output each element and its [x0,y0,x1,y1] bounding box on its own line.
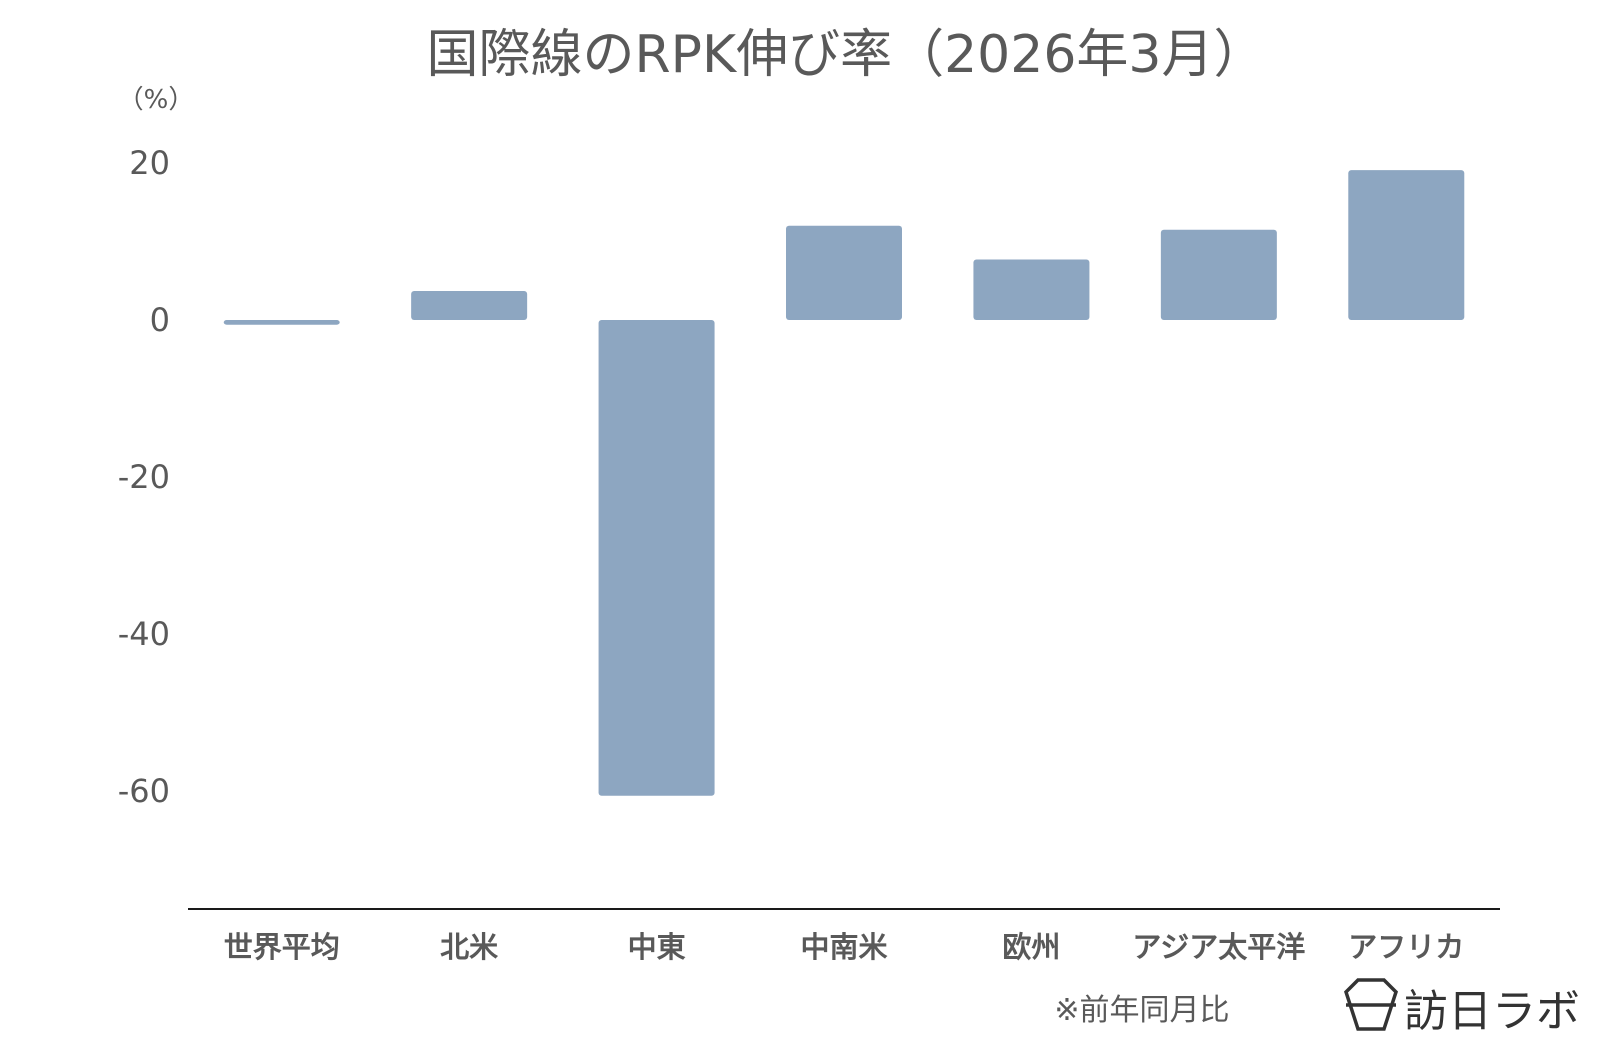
x-tick-label: 欧州 [1002,930,1060,964]
bar [786,225,902,320]
bar [973,259,1090,320]
bar [411,290,528,320]
y-axis-ticks: 20 0 -20 -40 -60 [118,144,170,810]
hexagon-logo-icon [1344,978,1398,1031]
x-tick-label: アジア太平洋 [1132,930,1305,964]
bar [1348,170,1465,320]
chart-title: 国際線のRPK伸び率（2026年3月） [426,25,1265,85]
y-axis-unit: （%） [118,85,195,115]
y-tick-label: -40 [118,615,170,653]
footnote: ※前年同月比 [1054,993,1229,1028]
y-tick-label: 0 [150,301,170,339]
x-tick-label: 中南米 [800,930,887,964]
brand-name: 訪日ラボ [1404,986,1580,1037]
bar [223,320,340,325]
y-tick-label: -60 [118,772,170,810]
bar [1160,229,1277,320]
brand-logo: 訪日ラボ [1344,978,1580,1037]
x-tick-label: 世界平均 [224,930,340,964]
bar [598,320,715,796]
y-tick-label: 20 [129,144,170,182]
x-tick-label: 中東 [628,930,686,964]
x-tick-label: 北米 [440,930,498,964]
bars [223,170,1465,796]
y-tick-label: -20 [118,458,170,496]
x-axis-ticks: 世界平均 北米 中東 中南米 欧州 アジア太平洋 アフリカ [224,930,1465,964]
x-tick-label: アフリカ [1348,930,1464,964]
